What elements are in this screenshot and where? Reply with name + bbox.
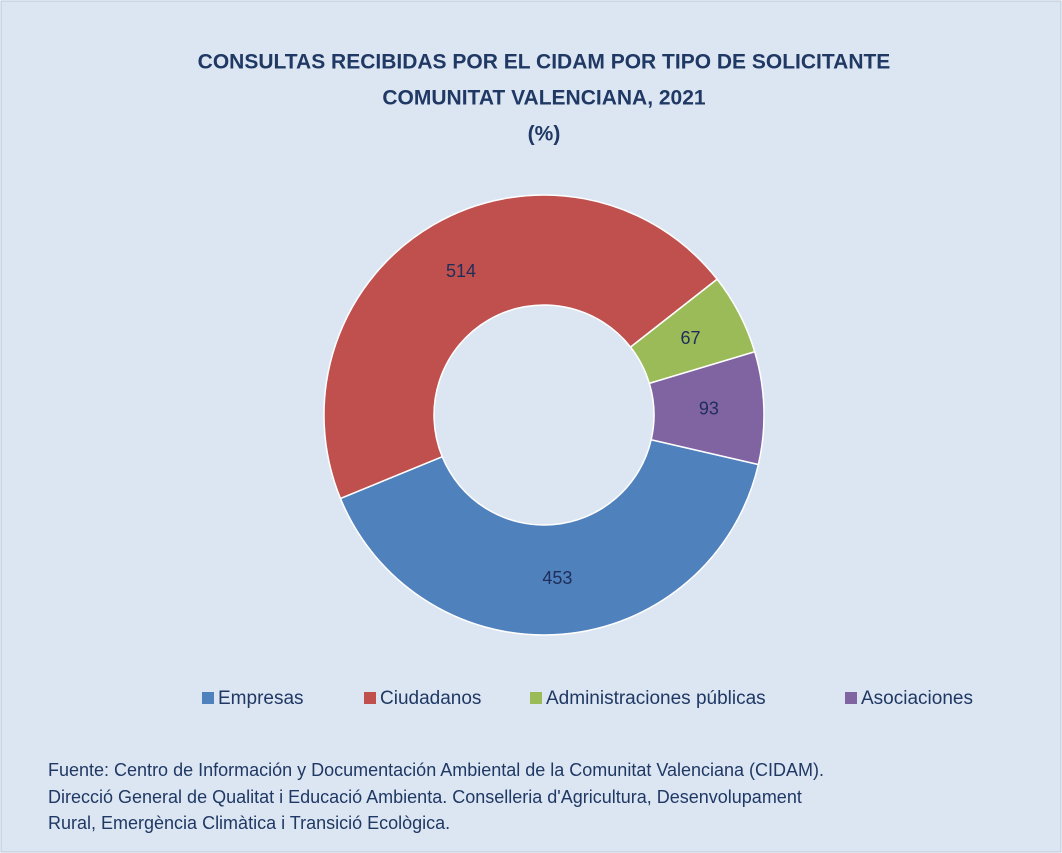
donut-slice <box>648 350 765 466</box>
source-note: Rural, Emergència Climàtica i Transició … <box>48 813 450 833</box>
chart-title: CONSULTAS RECIBIDAS POR EL CIDAM POR TIP… <box>198 51 891 74</box>
legend-swatch <box>202 692 214 704</box>
source-note: Fuente: Centro de Información y Document… <box>48 760 824 780</box>
chart-title: COMUNITAT VALENCIANA, 2021 <box>382 87 706 110</box>
source-note: Direcció General de Qualitat i Educació … <box>48 787 802 807</box>
legend-swatch <box>530 692 542 704</box>
donut-slice <box>323 194 719 500</box>
legend-label: Empresas <box>218 688 304 709</box>
donut-slice <box>339 438 760 636</box>
legend-swatch <box>845 692 857 704</box>
chart-title: (%) <box>528 123 561 146</box>
data-label: 453 <box>542 568 572 588</box>
data-label: 67 <box>680 328 700 348</box>
legend-label: Ciudadanos <box>380 688 481 709</box>
legend-label: Asociaciones <box>861 688 973 709</box>
data-label: 514 <box>446 261 476 281</box>
legend-label: Administraciones públicas <box>546 688 766 709</box>
legend-swatch <box>364 692 376 704</box>
data-label: 93 <box>699 398 719 418</box>
